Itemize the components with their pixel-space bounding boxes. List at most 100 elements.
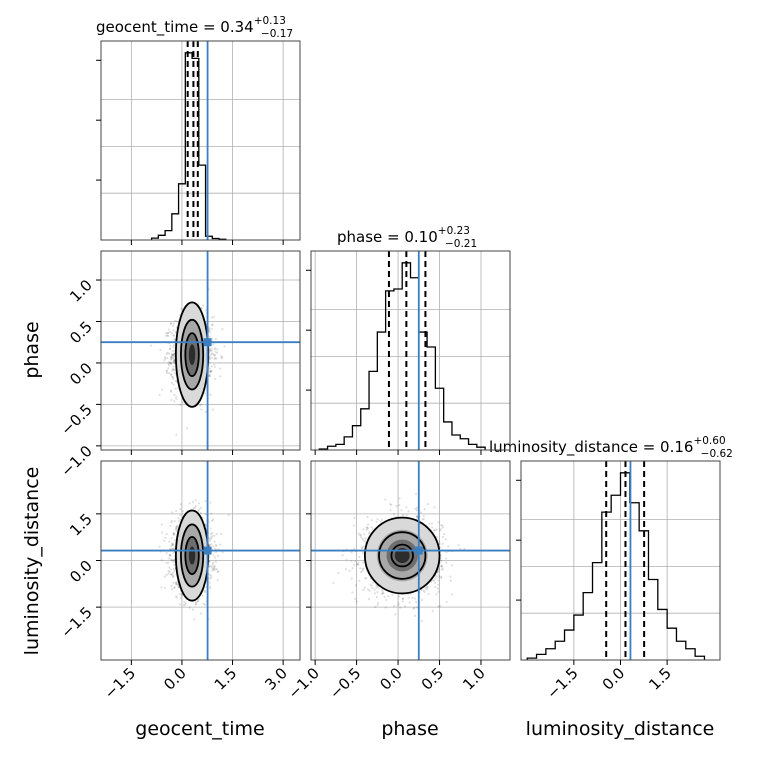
sample-point — [209, 349, 212, 352]
y-tick-label: −0.5 — [57, 400, 95, 438]
sample-point — [173, 586, 176, 589]
sample-point — [369, 583, 372, 586]
x-tick-label: 0.0 — [376, 664, 406, 694]
sample-point — [194, 498, 197, 502]
sample-point — [353, 516, 356, 519]
sample-point — [196, 600, 199, 603]
sample-point — [209, 370, 212, 373]
sample-point — [175, 433, 178, 436]
sample-point — [198, 404, 202, 407]
sample-point — [168, 553, 172, 557]
sample-point — [426, 586, 429, 589]
sample-point — [415, 515, 419, 518]
sample-point — [209, 539, 212, 542]
sample-point — [210, 365, 214, 368]
sample-point — [208, 367, 211, 370]
sample-point — [169, 347, 172, 351]
sample-point — [158, 545, 161, 548]
sample-point — [435, 575, 438, 578]
sample-point — [368, 531, 371, 534]
sample-point — [437, 570, 440, 573]
sample-point — [172, 365, 175, 368]
sample-point — [398, 503, 401, 507]
sample-point — [173, 359, 176, 362]
sample-point — [440, 564, 443, 567]
sample-point — [170, 356, 173, 359]
sample-point — [171, 353, 174, 356]
sample-point — [170, 381, 174, 384]
sample-point — [182, 604, 185, 607]
sample-point — [210, 536, 213, 539]
contour-line — [363, 516, 441, 595]
sample-point — [424, 586, 428, 590]
sample-point — [175, 582, 178, 586]
sample-point — [366, 527, 370, 530]
x-tick-label: −0.5 — [326, 664, 364, 702]
sample-point — [433, 579, 436, 582]
sample-point — [385, 598, 388, 602]
sample-point — [401, 513, 405, 516]
sample-point — [168, 570, 171, 573]
sample-point — [219, 375, 222, 378]
sample-point — [191, 500, 195, 503]
sample-point — [173, 334, 176, 337]
y-tick-label: 1.0 — [66, 276, 96, 306]
sample-point — [444, 557, 448, 560]
sample-point — [210, 519, 214, 522]
sample-point — [441, 568, 444, 571]
sample-point — [421, 518, 424, 521]
sample-point — [367, 588, 370, 591]
sample-point — [173, 352, 176, 355]
sample-point — [445, 561, 448, 564]
sample-point — [191, 608, 195, 611]
sample-point — [165, 352, 168, 355]
x-tick-label: 0.0 — [599, 664, 629, 694]
sample-point — [170, 542, 174, 545]
plot-area — [311, 251, 510, 450]
x-tick-label: 1.5 — [211, 664, 241, 694]
sample-point — [168, 352, 171, 355]
sample-point — [175, 395, 178, 398]
sample-point — [194, 504, 197, 508]
sample-point — [434, 581, 437, 585]
sample-point — [373, 588, 376, 591]
sample-point — [362, 545, 365, 548]
sample-point — [407, 510, 410, 513]
sample-point — [193, 618, 196, 621]
sample-point — [175, 583, 178, 586]
sample-point — [439, 564, 443, 568]
sample-point — [401, 600, 404, 603]
sample-point — [167, 367, 170, 370]
sample-point — [365, 526, 368, 529]
sample-point — [167, 328, 171, 331]
sample-point — [200, 306, 203, 310]
sample-point — [435, 528, 438, 531]
panel-hist-geocent-time — [96, 40, 301, 245]
sample-point — [362, 528, 365, 531]
sample-point — [375, 595, 379, 599]
sample-point — [172, 581, 175, 584]
sample-point — [450, 564, 453, 567]
sample-point — [173, 586, 176, 589]
sample-point — [160, 586, 163, 589]
sample-point — [441, 524, 444, 527]
sample-point — [173, 344, 176, 347]
sample-point — [173, 355, 176, 359]
ylabel-phase: phase — [21, 321, 43, 378]
sample-point — [403, 605, 407, 608]
sample-point — [172, 533, 176, 537]
xlabel-luminosity-distance: luminosity_distance — [526, 718, 715, 740]
sample-point — [365, 527, 369, 530]
sample-point — [208, 565, 211, 568]
sample-point — [168, 347, 172, 350]
sample-point — [172, 567, 175, 571]
sample-point — [172, 547, 175, 550]
sample-point — [161, 388, 164, 391]
sample-point — [181, 510, 184, 513]
sample-point — [171, 377, 175, 380]
sample-point — [199, 511, 203, 515]
sample-point — [389, 509, 392, 512]
sample-point — [171, 576, 175, 579]
sample-point — [356, 563, 359, 566]
sample-point — [172, 383, 175, 386]
